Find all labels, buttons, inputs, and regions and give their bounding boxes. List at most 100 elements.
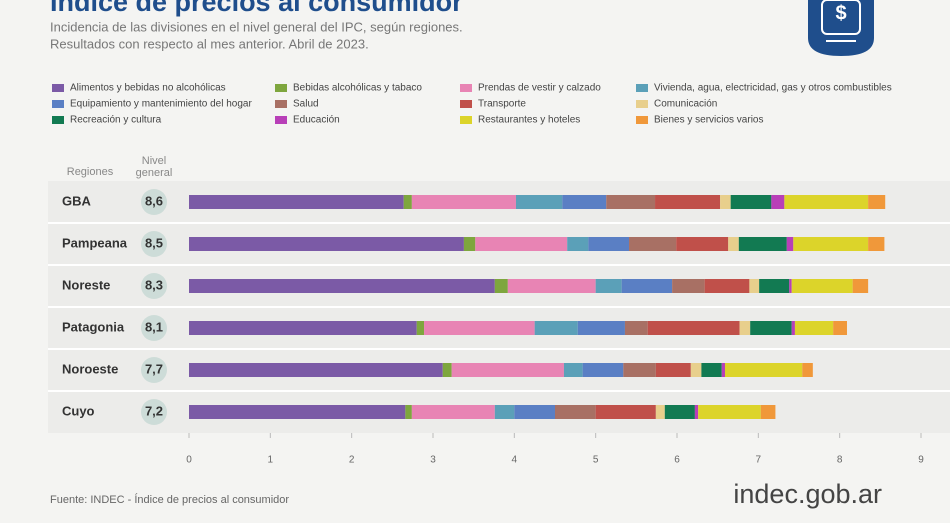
bar-segment <box>442 363 452 377</box>
legend-label: Comunicación <box>654 99 717 110</box>
region-label: Patagonia <box>62 319 125 334</box>
legend-label: Educación <box>293 115 340 126</box>
bar-segment <box>507 279 596 293</box>
bar-segment <box>514 405 555 419</box>
general-badge <box>141 399 167 425</box>
x-tick-label: 6 <box>674 455 680 466</box>
bar-segment <box>868 237 885 251</box>
legend-swatch <box>460 116 472 124</box>
bar-segment <box>789 279 792 293</box>
bar-segment <box>189 363 443 377</box>
bar-segment <box>655 363 691 377</box>
bar-segment <box>784 195 869 209</box>
bar-segment <box>833 321 847 335</box>
bar-segment <box>676 237 729 251</box>
bar-segment <box>624 321 648 335</box>
bar-segment <box>562 195 607 209</box>
bar-segment <box>189 405 406 419</box>
region-label: Cuyo <box>62 403 95 418</box>
legend-label: Equipamiento y mantenimiento del hogar <box>70 99 252 110</box>
region-label: Pampeana <box>62 235 128 250</box>
bar-segment <box>416 321 425 335</box>
x-tick-label: 8 <box>837 455 843 466</box>
bar-segment <box>647 321 740 335</box>
bar-segment <box>588 237 630 251</box>
legend-swatch <box>275 100 287 108</box>
legend-label: Salud <box>293 99 319 110</box>
bar-segment <box>739 321 751 335</box>
x-tick-label: 9 <box>918 455 924 466</box>
bar-segment <box>760 405 776 419</box>
bar-segment <box>189 279 495 293</box>
bar-segment <box>749 279 760 293</box>
x-tick-label: 3 <box>430 455 436 466</box>
bar-segment <box>791 279 853 293</box>
general-label: 8,1 <box>145 319 163 334</box>
bar-segment <box>672 279 705 293</box>
general-label: 7,2 <box>145 403 163 418</box>
general-label: 7,7 <box>145 361 163 376</box>
bar-segment <box>793 237 869 251</box>
bar-segment <box>606 195 656 209</box>
general-badge <box>141 231 167 257</box>
bar-segment <box>451 363 564 377</box>
bar-segment <box>189 195 404 209</box>
bar-segment <box>494 279 508 293</box>
legend-swatch <box>460 84 472 92</box>
general-badge <box>141 189 167 215</box>
brand: indec.gob.ar <box>733 479 882 509</box>
bar-segment <box>791 321 795 335</box>
bar-segment <box>690 363 702 377</box>
bar-segment <box>655 405 665 419</box>
x-tick-label: 1 <box>268 455 274 466</box>
bar-segment <box>494 405 515 419</box>
bar-segment <box>664 405 695 419</box>
bar-segment <box>577 321 625 335</box>
general-label: 8,3 <box>145 277 163 292</box>
bar-segment <box>786 237 794 251</box>
bar-segment <box>515 195 563 209</box>
bar-segment <box>655 195 721 209</box>
column-header: general <box>136 167 173 179</box>
bar-segment <box>724 363 803 377</box>
bar-segment <box>623 363 656 377</box>
bar-segment <box>629 237 677 251</box>
bar-segment <box>534 321 578 335</box>
legend-label: Bienes y servicios varios <box>654 115 763 126</box>
svg-text:$: $ <box>835 2 846 24</box>
x-tick-label: 0 <box>186 455 192 466</box>
bar-segment <box>698 405 761 419</box>
bar-segment <box>750 321 792 335</box>
bar-segment <box>582 363 624 377</box>
bar-segment <box>475 237 568 251</box>
bar-segment <box>595 279 622 293</box>
source: Fuente: INDEC - Índice de precios al con… <box>50 493 289 506</box>
bar-segment <box>555 405 596 419</box>
general-badge <box>141 315 167 341</box>
bar-segment <box>563 363 583 377</box>
bar-segment <box>411 405 495 419</box>
general-label: 8,5 <box>145 235 163 250</box>
logo-icon: $ <box>808 0 874 56</box>
bar-segment <box>794 321 834 335</box>
bar-segment <box>567 237 589 251</box>
legend-swatch <box>52 84 64 92</box>
general-badge <box>141 273 167 299</box>
subtitle: Resultados con respecto al mes anterior.… <box>50 36 369 51</box>
bar-segment <box>694 405 699 419</box>
legend-swatch <box>275 84 287 92</box>
region-label: GBA <box>62 193 92 208</box>
bar-segment <box>411 195 516 209</box>
bar-segment <box>759 279 790 293</box>
bar-segment <box>403 195 412 209</box>
general-label: 8,6 <box>145 193 163 208</box>
bar-segment <box>405 405 412 419</box>
bar-segment <box>771 195 785 209</box>
bar-segment <box>189 237 464 251</box>
general-badge <box>141 357 167 383</box>
legend-label: Transporte <box>478 99 526 110</box>
legend-swatch <box>52 116 64 124</box>
bar-segment <box>720 195 731 209</box>
legend-label: Bebidas alcohólicas y tabaco <box>293 83 422 94</box>
